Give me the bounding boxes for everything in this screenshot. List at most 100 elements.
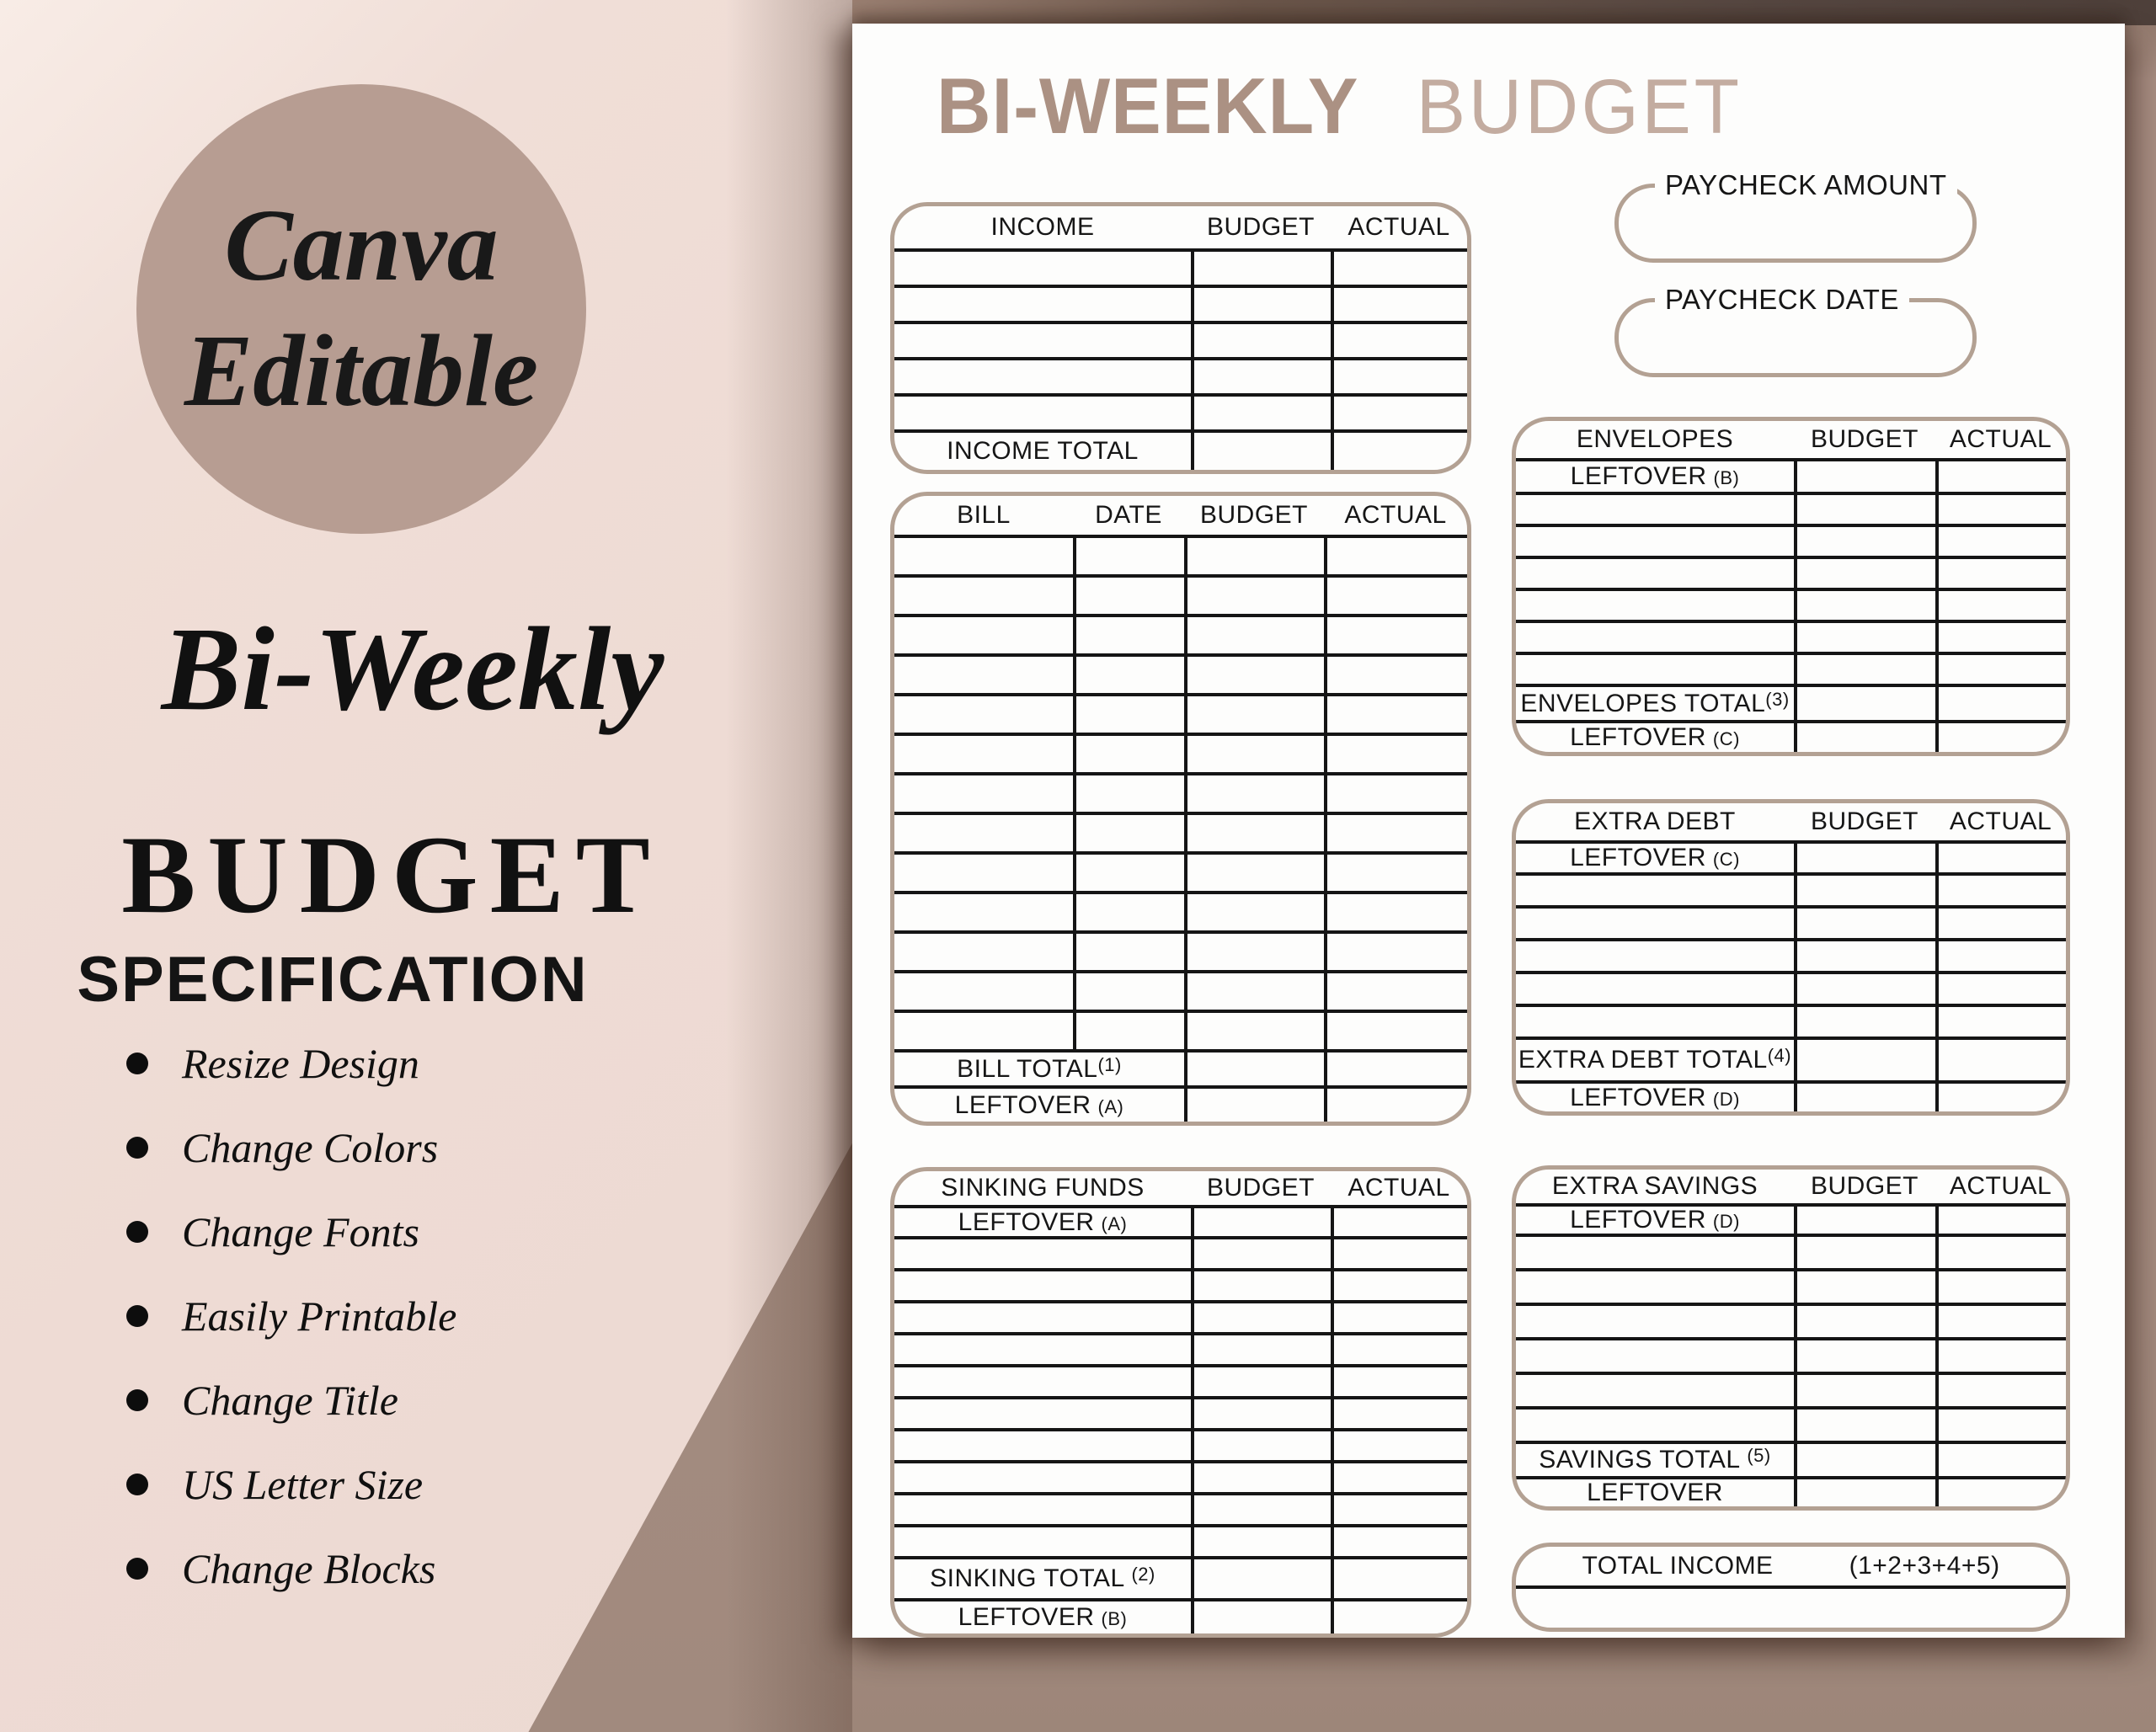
table-cell bbox=[1073, 578, 1184, 614]
table-cell: DATE bbox=[1073, 496, 1184, 535]
column-header: INCOME bbox=[990, 213, 1095, 241]
table-cell bbox=[1794, 1040, 1935, 1080]
table-cell: BUDGET bbox=[1794, 1170, 1935, 1203]
table-cell bbox=[1073, 855, 1184, 891]
page-title-biweekly: BI-WEEKLY bbox=[937, 61, 1359, 150]
table-cell bbox=[1794, 527, 1935, 556]
income-table: INCOME BUDGET ACTUAL INCOME TOTAL bbox=[890, 202, 1471, 474]
row-label-ref: (3) bbox=[1765, 688, 1790, 710]
backdrop-top-shadow bbox=[852, 0, 2156, 25]
table-row bbox=[1516, 1406, 2066, 1441]
table-row bbox=[894, 614, 1467, 653]
table-cell bbox=[1324, 578, 1467, 614]
paycheck-date-label: PAYCHECK DATE bbox=[1655, 283, 1909, 317]
specification-bullet-list: Resize Design Change Colors Change Fonts Ea… bbox=[126, 1021, 456, 1611]
table-cell: SINKING TOTAL (2) bbox=[894, 1559, 1191, 1598]
table-row: ENVELOPES TOTAL(3) bbox=[1516, 684, 2066, 720]
bullet-text: Resize Design bbox=[182, 1040, 419, 1087]
panel-title-budget: BUDGET bbox=[121, 813, 662, 936]
table-cell bbox=[1191, 1559, 1331, 1598]
table-row bbox=[1516, 492, 2066, 524]
table-cell bbox=[1324, 657, 1467, 693]
table-cell bbox=[1516, 1237, 1794, 1268]
column-header: BUDGET bbox=[1206, 1174, 1315, 1202]
table-cell bbox=[1516, 1340, 1794, 1372]
table-cell bbox=[1935, 876, 2066, 905]
column-header: DATE bbox=[1095, 501, 1162, 529]
table-cell bbox=[1324, 1053, 1467, 1085]
table-cell: BUDGET bbox=[1794, 421, 1935, 458]
table-row: LEFTOVER (C) bbox=[1516, 720, 2066, 752]
row-label-ref: (C) bbox=[1712, 849, 1740, 870]
table-cell bbox=[1935, 687, 2066, 720]
table-header-row: SINKING FUNDS BUDGET ACTUAL bbox=[894, 1171, 1467, 1205]
table-cell bbox=[1794, 1375, 1935, 1406]
table-cell bbox=[1935, 941, 2066, 971]
column-header: BILL bbox=[957, 501, 1011, 529]
row-label: LEFTOVER bbox=[1587, 1479, 1723, 1506]
table-cell bbox=[894, 696, 1073, 733]
table-cell bbox=[894, 538, 1073, 574]
table-cell bbox=[1516, 527, 1794, 556]
table-cell: EXTRA DEBT bbox=[1516, 803, 1794, 840]
table-row: LEFTOVER (B) bbox=[894, 1598, 1467, 1633]
table-row bbox=[894, 535, 1467, 574]
table-cell bbox=[1191, 1463, 1331, 1492]
row-label: BILL TOTAL(1) bbox=[957, 1053, 1122, 1083]
table-cell: INCOME bbox=[894, 206, 1191, 248]
table-cell bbox=[1073, 775, 1184, 812]
table-cell: SINKING FUNDS bbox=[894, 1171, 1191, 1205]
table-cell bbox=[1935, 1207, 2066, 1234]
table-cell bbox=[1191, 1239, 1331, 1268]
table-cell bbox=[1794, 655, 1935, 684]
paycheck-amount-label: PAYCHECK AMOUNT bbox=[1655, 168, 1957, 202]
table-cell bbox=[1794, 1271, 1935, 1303]
table-cell: LEFTOVER (B) bbox=[894, 1601, 1191, 1633]
table-cell bbox=[1935, 1375, 2066, 1406]
bullet-text: Change Colors bbox=[182, 1124, 439, 1171]
table-cell: ACTUAL bbox=[1935, 1170, 2066, 1203]
table-row bbox=[894, 1332, 1467, 1364]
table-cell: ACTUAL bbox=[1935, 803, 2066, 840]
table-cell bbox=[1331, 1367, 1467, 1396]
table-row bbox=[1516, 652, 2066, 684]
table-cell bbox=[1331, 1463, 1467, 1492]
table-cell bbox=[1331, 1399, 1467, 1428]
table-cell bbox=[894, 1271, 1191, 1300]
table-cell bbox=[1331, 1431, 1467, 1460]
table-cell bbox=[1191, 1527, 1331, 1556]
table-cell bbox=[1191, 1495, 1331, 1524]
table-cell: LEFTOVER (D) bbox=[1516, 1206, 1794, 1234]
table-cell bbox=[1794, 1084, 1935, 1111]
table-row: INCOME TOTAL bbox=[894, 429, 1467, 470]
total-income-label: TOTAL INCOME bbox=[1582, 1552, 1774, 1580]
table-cell bbox=[1794, 591, 1935, 620]
table-row bbox=[894, 851, 1467, 891]
table-cell: ENVELOPES TOTAL(3) bbox=[1516, 687, 1794, 720]
table-cell bbox=[1191, 252, 1331, 285]
table-row: BILL TOTAL(1) bbox=[894, 1049, 1467, 1085]
row-label: ENVELOPES TOTAL(3) bbox=[1520, 688, 1790, 717]
column-header: ACTUAL bbox=[1949, 807, 2052, 835]
table-row bbox=[1516, 1337, 2066, 1372]
table-cell bbox=[894, 360, 1191, 393]
table-cell bbox=[1191, 288, 1331, 321]
table-cell: EXTRA SAVINGS bbox=[1516, 1170, 1794, 1203]
total-income-box: TOTAL INCOME (1+2+3+4+5) bbox=[1512, 1543, 2070, 1632]
table-cell bbox=[1935, 974, 2066, 1004]
list-item: Change Colors bbox=[126, 1106, 456, 1190]
table-cell bbox=[1935, 1444, 2066, 1476]
row-label: LEFTOVER (D) bbox=[1570, 1083, 1740, 1111]
table-cell: INCOME TOTAL bbox=[894, 433, 1191, 470]
left-marketing-panel: Canva Editable Bi-Weekly BUDGET SPECIFIC… bbox=[0, 0, 852, 1732]
column-header: ACTUAL bbox=[1949, 1172, 2052, 1200]
table-cell bbox=[1324, 1089, 1467, 1122]
table-cell bbox=[1331, 288, 1467, 321]
table-row: LEFTOVER (C) bbox=[1516, 840, 2066, 872]
bullet-text: Change Title bbox=[182, 1377, 398, 1424]
bullet-dot-icon bbox=[126, 1389, 148, 1411]
table-cell bbox=[894, 252, 1191, 285]
column-header: BUDGET bbox=[1199, 501, 1308, 529]
table-cell: LEFTOVER (A) bbox=[894, 1089, 1184, 1122]
table-cell bbox=[1935, 559, 2066, 588]
